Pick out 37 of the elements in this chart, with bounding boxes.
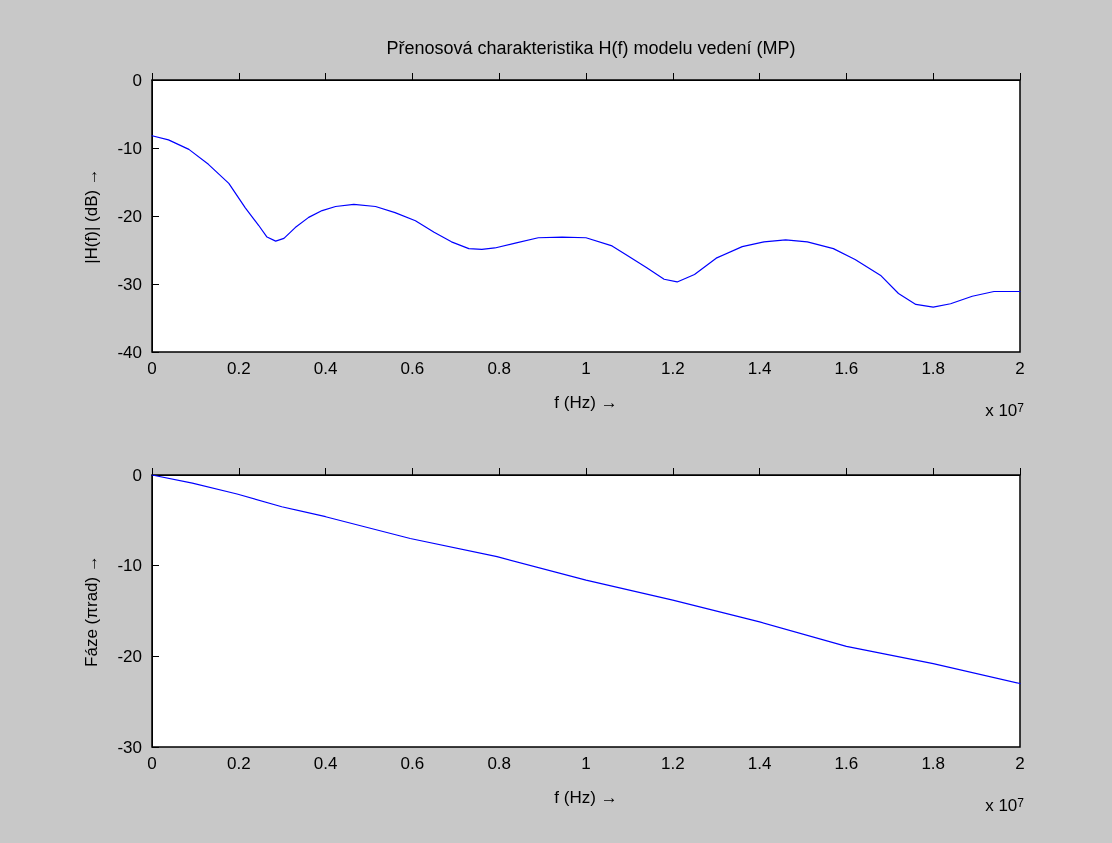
x-tick-label: 1.4	[747, 754, 772, 773]
x-tick-label: 2	[1015, 359, 1025, 378]
x-tick-label: 1.2	[660, 754, 685, 773]
y-tick-label: -10	[117, 556, 142, 576]
x-tick-label: 0.2	[226, 754, 251, 773]
x-tick-label: 1.6	[834, 359, 859, 378]
y-axis-title: Fáze (πrad) →	[82, 555, 101, 667]
y-tick-label: -20	[117, 206, 142, 226]
x-tick-label: 0.8	[487, 359, 512, 378]
x-tick-label: 0.6	[400, 754, 425, 773]
y-tick-label: -40	[117, 342, 142, 362]
y-tick-label: -30	[117, 274, 142, 294]
x-tick-label: 0.8	[487, 754, 512, 773]
x-axis-title: f (Hz) →	[554, 788, 618, 807]
y-tick-label: -30	[117, 737, 142, 757]
x-tick-label: 1.8	[921, 359, 946, 378]
x-tick-label: 0	[147, 359, 157, 378]
y-tick-label: -20	[117, 646, 142, 666]
x-tick-label: 1	[581, 754, 591, 773]
x-tick-label: 1.8	[921, 754, 946, 773]
y-tick-label: -10	[117, 138, 142, 158]
y-tick-label: 0	[132, 70, 142, 90]
x-tick-label: 1	[581, 359, 591, 378]
line-series	[151, 135, 1021, 308]
x-tick-label: 0	[147, 754, 157, 773]
x-tick-label: 0.6	[400, 359, 425, 378]
x-tick-label: 1.6	[834, 754, 859, 773]
y-axis-title: |H(f)| (dB) →	[82, 168, 101, 264]
y-tick-label: 0	[132, 465, 142, 485]
x-tick-label: 0.4	[313, 754, 338, 773]
x-tick-label: 0.2	[226, 359, 251, 378]
x-tick-label: 1.2	[660, 359, 685, 378]
x-tick-label: 2	[1015, 754, 1025, 773]
x-tick-label: 0.4	[313, 359, 338, 378]
x-axis-title: f (Hz) →	[554, 393, 618, 412]
x-tick-label: 1.4	[747, 359, 772, 378]
chart-title: Přenosová charakteristika H(f) modelu vedení (MP)	[386, 38, 796, 58]
